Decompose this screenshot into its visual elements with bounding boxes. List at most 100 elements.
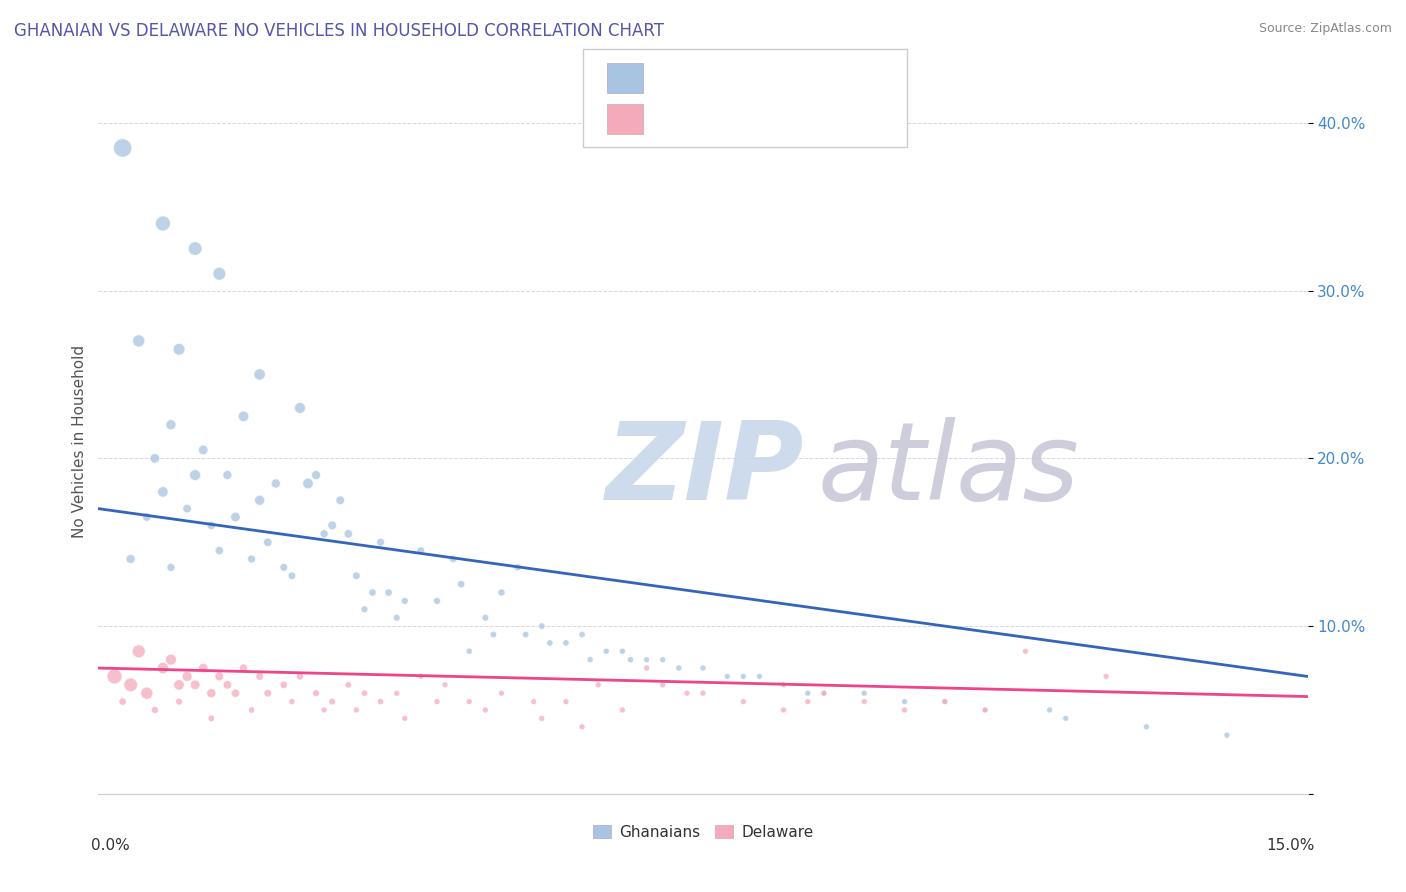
Text: R =: R = [654,112,688,126]
Point [321,518,343,533]
Point [128,334,150,348]
Point [579,653,602,667]
Point [571,627,593,641]
Point [111,695,134,709]
Point [426,695,449,709]
Point [135,686,157,700]
Point [555,636,578,650]
Point [297,476,319,491]
Point [353,686,375,700]
Point [305,686,328,700]
Point [273,678,295,692]
Point [281,568,304,582]
Point [530,619,553,633]
Point [612,703,634,717]
Point [491,585,513,599]
Point [612,644,634,658]
Point [1095,669,1118,683]
Point [893,703,915,717]
Point [434,678,457,692]
Point [370,695,392,709]
Point [217,468,239,483]
Point [120,552,142,566]
Point [676,686,699,700]
Point [1135,720,1157,734]
Point [370,535,392,549]
Point [668,661,690,675]
Point [586,678,609,692]
Point [797,686,820,700]
Point [232,661,254,675]
Legend: Ghanaians, Delaware: Ghanaians, Delaware [586,819,820,847]
Point [160,560,183,574]
Point [692,661,714,675]
Point [748,669,770,683]
Point [160,417,183,432]
Text: GHANAIAN VS DELAWARE NO VEHICLES IN HOUSEHOLD CORRELATION CHART: GHANAIAN VS DELAWARE NO VEHICLES IN HOUS… [14,22,664,40]
Point [321,695,343,709]
Point [184,468,207,483]
Point [120,678,142,692]
Point [184,242,207,256]
Point [176,501,198,516]
Point [893,695,915,709]
Text: Source: ZipAtlas.com: Source: ZipAtlas.com [1258,22,1392,36]
Point [152,216,174,230]
Point [200,518,222,533]
Text: N =: N = [780,71,824,86]
Point [636,653,658,667]
Point [474,610,496,624]
Point [256,686,278,700]
Point [813,686,835,700]
Point [651,678,673,692]
Point [772,703,794,717]
Point [409,543,432,558]
Point [853,686,876,700]
Point [458,644,481,658]
Point [571,720,593,734]
Point [394,594,416,608]
Point [264,476,287,491]
Point [595,644,617,658]
Point [474,703,496,717]
Point [337,678,360,692]
Point [240,703,263,717]
Point [329,493,352,508]
Point [103,669,125,683]
Point [555,695,578,709]
Point [394,711,416,725]
Point [353,602,375,616]
Point [813,686,835,700]
Point [426,594,449,608]
Text: 15.0%: 15.0% [1267,838,1315,854]
Point [482,627,505,641]
Point [458,695,481,709]
Text: ZIP: ZIP [606,417,804,523]
Text: 60: 60 [830,112,851,126]
Point [314,526,336,541]
Text: R =: R = [654,71,688,86]
Point [167,678,190,692]
Point [385,686,408,700]
Point [538,636,561,650]
Point [305,468,328,483]
Point [515,627,537,641]
Text: -0.437: -0.437 [696,71,751,86]
Point [733,669,755,683]
Point [1216,728,1239,742]
Y-axis label: No Vehicles in Household: No Vehicles in Household [72,345,87,538]
Point [409,669,432,683]
Point [853,695,876,709]
Text: 77: 77 [830,71,851,86]
Point [651,653,673,667]
Point [344,703,367,717]
Text: 0.0%: 0.0% [91,838,131,854]
Point [441,552,464,566]
Point [636,661,658,675]
Point [1014,644,1036,658]
Point [208,669,231,683]
Point [152,484,174,499]
Point [716,669,738,683]
Point [200,711,222,725]
Point [281,695,304,709]
